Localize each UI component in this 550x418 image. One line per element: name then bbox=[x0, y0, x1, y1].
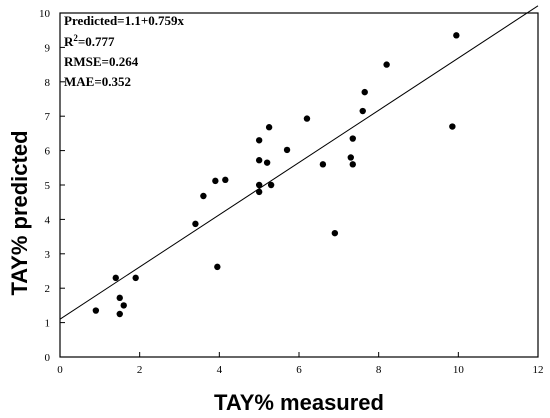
data-point bbox=[200, 192, 207, 200]
y-tick-label: 8 bbox=[45, 77, 51, 89]
x-tick-label: 12 bbox=[533, 364, 544, 376]
data-point bbox=[359, 107, 366, 115]
r-squared-value: =0.777 bbox=[78, 34, 115, 49]
y-axis-title: TAY% predicted bbox=[7, 130, 32, 295]
data-point bbox=[267, 181, 275, 189]
data-point bbox=[349, 161, 356, 168]
data-point bbox=[263, 159, 271, 166]
data-point bbox=[361, 88, 368, 96]
y-tick-label: 5 bbox=[45, 180, 51, 192]
y-tick-label: 9 bbox=[45, 42, 51, 54]
data-point bbox=[222, 176, 229, 184]
data-point bbox=[116, 294, 123, 302]
x-tick-label: 0 bbox=[57, 364, 63, 376]
mae-stat: MAE=0.352 bbox=[64, 74, 131, 89]
data-point bbox=[255, 157, 263, 164]
data-point bbox=[212, 177, 219, 185]
y-tick-label: 1 bbox=[45, 318, 51, 330]
data-point bbox=[116, 310, 123, 318]
data-point bbox=[331, 229, 339, 237]
r-squared-stat: R2=0.777 bbox=[64, 33, 115, 49]
data-point bbox=[255, 137, 263, 144]
y-tick-label: 2 bbox=[45, 283, 51, 295]
data-point bbox=[349, 135, 356, 142]
x-tick-label: 6 bbox=[296, 364, 302, 376]
data-point bbox=[92, 307, 100, 314]
fit-equation: Predicted=1.1+0.759x bbox=[64, 13, 185, 28]
data-point bbox=[303, 115, 311, 122]
data-point bbox=[112, 274, 119, 282]
data-point bbox=[255, 181, 263, 189]
data-point bbox=[265, 124, 273, 131]
data-point bbox=[132, 274, 139, 282]
x-tick-label: 10 bbox=[453, 364, 465, 376]
x-tick-label: 8 bbox=[376, 364, 382, 376]
data-point bbox=[120, 302, 127, 309]
y-tick-label: 6 bbox=[45, 146, 51, 158]
y-tick-label: 10 bbox=[39, 8, 51, 20]
rmse-stat: RMSE=0.264 bbox=[64, 54, 139, 69]
x-axis-title: TAY% measured bbox=[214, 390, 384, 415]
data-point bbox=[214, 263, 221, 271]
y-tick-label: 7 bbox=[45, 111, 51, 123]
data-point bbox=[347, 154, 354, 161]
x-tick-label: 2 bbox=[137, 364, 143, 376]
x-tick-label: 4 bbox=[217, 364, 223, 376]
data-point bbox=[192, 220, 199, 228]
y-tick-label: 0 bbox=[45, 352, 51, 364]
r-squared-superscript: 2 bbox=[73, 33, 78, 43]
data-point bbox=[453, 32, 460, 39]
y-tick-label: 3 bbox=[45, 249, 51, 261]
data-point bbox=[255, 188, 263, 196]
data-point bbox=[283, 146, 291, 154]
plot-frame bbox=[59, 12, 539, 358]
y-tick-label: 4 bbox=[45, 214, 51, 226]
regression-line bbox=[59, 5, 539, 320]
data-point bbox=[449, 123, 456, 130]
data-points bbox=[92, 32, 460, 318]
r-squared-label: R bbox=[64, 34, 74, 49]
data-point bbox=[319, 161, 327, 168]
data-point bbox=[383, 61, 390, 68]
